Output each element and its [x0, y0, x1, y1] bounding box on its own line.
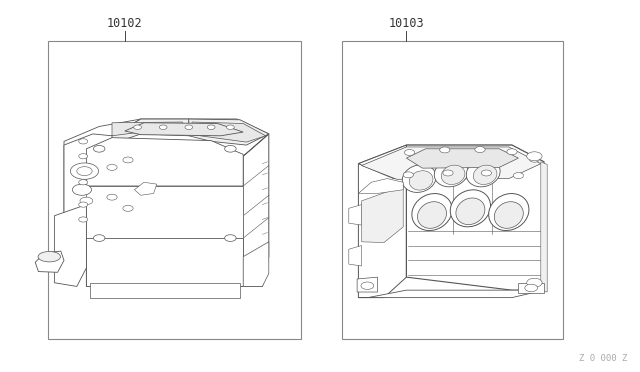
Circle shape: [79, 202, 88, 207]
Circle shape: [107, 164, 117, 170]
Circle shape: [527, 278, 542, 287]
Polygon shape: [362, 186, 403, 243]
Polygon shape: [406, 149, 518, 168]
Circle shape: [93, 235, 105, 241]
Ellipse shape: [474, 165, 497, 185]
Polygon shape: [109, 119, 189, 145]
Polygon shape: [102, 119, 269, 156]
Text: 10103: 10103: [388, 17, 424, 30]
Polygon shape: [86, 138, 243, 186]
Circle shape: [79, 154, 88, 159]
Circle shape: [77, 167, 92, 176]
Circle shape: [225, 235, 236, 241]
Polygon shape: [192, 122, 266, 142]
Circle shape: [185, 125, 193, 129]
Polygon shape: [518, 283, 544, 293]
Circle shape: [507, 149, 517, 155]
Ellipse shape: [435, 159, 468, 187]
Polygon shape: [243, 242, 269, 286]
Circle shape: [80, 197, 93, 205]
Polygon shape: [86, 186, 243, 238]
Bar: [342, 41, 563, 339]
Polygon shape: [112, 122, 182, 136]
Polygon shape: [64, 134, 112, 229]
Circle shape: [93, 145, 105, 152]
Circle shape: [123, 157, 133, 163]
Polygon shape: [243, 134, 269, 286]
Circle shape: [70, 163, 99, 179]
Text: 10102: 10102: [107, 17, 143, 30]
Circle shape: [79, 180, 88, 185]
Circle shape: [404, 150, 415, 155]
Polygon shape: [358, 290, 544, 298]
Ellipse shape: [467, 159, 500, 187]
Circle shape: [159, 125, 167, 129]
Circle shape: [527, 152, 542, 161]
Polygon shape: [358, 145, 544, 179]
Circle shape: [207, 125, 215, 129]
Bar: [48, 41, 301, 339]
Ellipse shape: [456, 198, 485, 225]
Polygon shape: [349, 205, 362, 225]
Circle shape: [361, 282, 374, 289]
Polygon shape: [358, 179, 403, 193]
Circle shape: [79, 217, 88, 222]
Polygon shape: [358, 145, 406, 298]
Polygon shape: [349, 246, 362, 266]
Polygon shape: [86, 238, 243, 286]
Ellipse shape: [442, 165, 465, 185]
Ellipse shape: [494, 202, 524, 228]
Ellipse shape: [417, 202, 447, 228]
Polygon shape: [64, 119, 147, 234]
Circle shape: [134, 125, 141, 129]
Polygon shape: [189, 119, 269, 145]
Circle shape: [227, 125, 234, 129]
Ellipse shape: [410, 171, 433, 190]
Circle shape: [475, 147, 485, 153]
Polygon shape: [134, 182, 157, 195]
Polygon shape: [125, 123, 243, 136]
Circle shape: [79, 139, 88, 144]
Ellipse shape: [38, 251, 61, 262]
Circle shape: [440, 147, 450, 153]
Ellipse shape: [403, 165, 436, 192]
Circle shape: [225, 145, 236, 152]
Ellipse shape: [489, 193, 529, 231]
Ellipse shape: [451, 190, 490, 227]
Circle shape: [72, 184, 92, 195]
Circle shape: [443, 170, 453, 176]
Circle shape: [123, 205, 133, 211]
Polygon shape: [90, 283, 240, 298]
Text: Z 0 000 Z: Z 0 000 Z: [579, 354, 627, 363]
Polygon shape: [35, 251, 64, 272]
Polygon shape: [406, 145, 544, 290]
Circle shape: [513, 173, 524, 179]
Ellipse shape: [412, 193, 452, 231]
Circle shape: [481, 170, 492, 176]
Circle shape: [403, 172, 413, 178]
Polygon shape: [86, 141, 243, 286]
Circle shape: [107, 194, 117, 200]
Circle shape: [529, 156, 540, 162]
Polygon shape: [54, 205, 86, 286]
Polygon shape: [541, 162, 547, 292]
Circle shape: [525, 284, 538, 292]
Polygon shape: [362, 147, 541, 179]
Polygon shape: [357, 277, 378, 292]
